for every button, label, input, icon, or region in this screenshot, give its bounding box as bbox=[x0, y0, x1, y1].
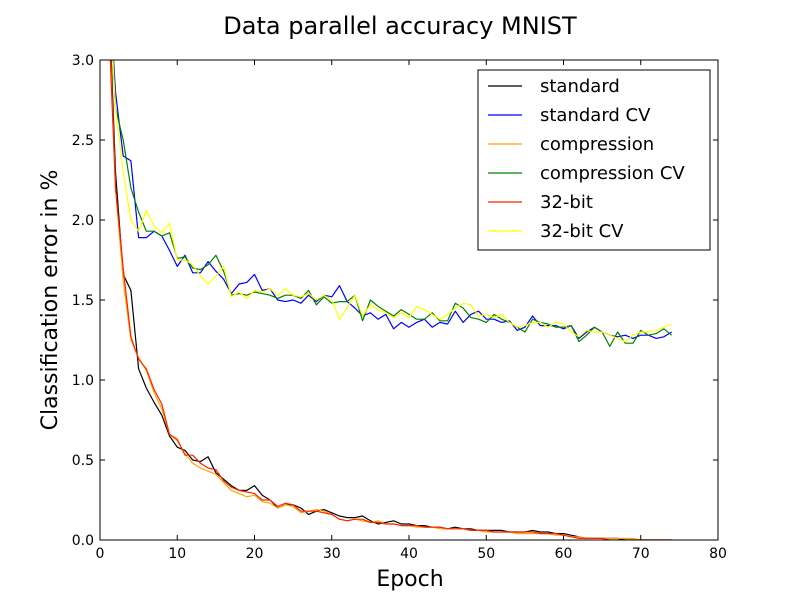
x-tick-label: 70 bbox=[632, 546, 650, 562]
legend: standard standard CV compression compressio… bbox=[477, 69, 711, 251]
legend-frame bbox=[477, 69, 711, 251]
y-tick-label: 1.0 bbox=[72, 373, 94, 389]
plot-frame bbox=[99, 59, 719, 541]
y-tick-label: 3.0 bbox=[72, 53, 94, 69]
x-tick-label: 50 bbox=[477, 546, 495, 562]
axis-ticks: 0 10 20 30 40 50 60 70 80 0.0 0.5 1.0 1.5 2.0 2.5 3.0 bbox=[72, 53, 727, 562]
x-tick-label: 20 bbox=[246, 546, 264, 562]
y-tick-label: 2.0 bbox=[72, 213, 94, 229]
legend-label: 32-bit CV bbox=[540, 221, 624, 242]
series-lines bbox=[109, 60, 672, 540]
legend-label: compression CV bbox=[540, 163, 685, 184]
chart-title: Data parallel accuracy MNIST bbox=[223, 12, 577, 40]
x-tick-label: 40 bbox=[400, 546, 418, 562]
y-tick-label: 2.5 bbox=[72, 133, 94, 149]
y-axis-label: Classification error in % bbox=[38, 170, 63, 431]
y-tick-label: 0.0 bbox=[72, 533, 94, 549]
x-tick-label: 0 bbox=[96, 546, 105, 562]
x-tick-label: 30 bbox=[323, 546, 341, 562]
y-tick-label: 0.5 bbox=[72, 453, 94, 469]
x-axis-label: Epoch bbox=[376, 567, 443, 592]
x-tick-label: 10 bbox=[168, 546, 186, 562]
legend-label: standard bbox=[540, 76, 620, 97]
x-tick-label: 80 bbox=[709, 546, 727, 562]
legend-label: compression bbox=[540, 134, 654, 155]
series-line-32-bit-cv bbox=[112, 60, 672, 343]
series-line-compression-cv bbox=[112, 60, 672, 347]
legend-label: standard CV bbox=[540, 105, 651, 126]
x-tick-label: 60 bbox=[555, 546, 573, 562]
legend-items: standard standard CV compression compressio… bbox=[488, 76, 685, 242]
y-tick-label: 1.5 bbox=[72, 293, 94, 309]
series-line-32-bit bbox=[109, 60, 672, 540]
legend-label: 32-bit bbox=[540, 192, 593, 213]
